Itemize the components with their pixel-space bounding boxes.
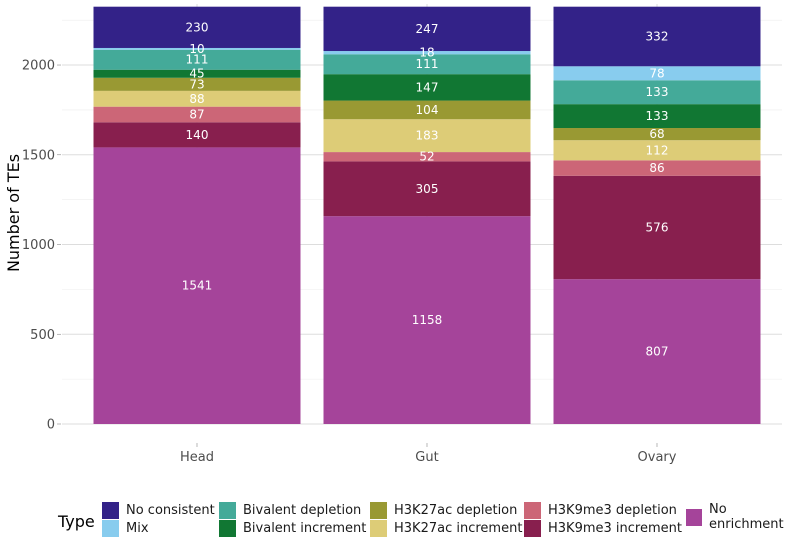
- data-label: 104: [416, 103, 439, 117]
- bar-segment: [93, 6, 301, 48]
- legend-title: Type: [58, 512, 95, 531]
- bar-segment: [553, 80, 761, 105]
- data-label: 18: [419, 46, 434, 60]
- legend-item: H3K9me3 depletion: [524, 502, 677, 519]
- legend-item: No enrichment: [686, 502, 800, 532]
- legend-label: Mix: [126, 521, 149, 536]
- data-label: 111: [416, 57, 439, 71]
- legend-item: H3K27ac increment: [370, 520, 522, 537]
- data-label: 1541: [182, 279, 213, 293]
- legend-label: Bivalent depletion: [243, 503, 362, 518]
- legend-label: H3K9me3 depletion: [548, 503, 677, 518]
- bars: [93, 6, 761, 424]
- data-label: 68: [649, 127, 664, 141]
- y-axis-title: Number of TEs: [4, 154, 23, 272]
- legend: Type No consistent Mix Bivalent depletion B…: [0, 500, 800, 553]
- legend-label: H3K27ac depletion: [394, 503, 518, 518]
- y-axis-ticks: 0 500 1000 1500 2000: [22, 59, 61, 433]
- stacked-bar-chart: 1541140878873451111023011583055218310414…: [4, 4, 782, 465]
- bar-segment: [553, 160, 761, 176]
- legend-key-swatch: [524, 520, 541, 537]
- legend-label: H3K9me3 increment: [548, 521, 682, 536]
- bar-segment: [323, 161, 531, 217]
- data-label: 332: [646, 29, 669, 43]
- data-label: 247: [416, 22, 439, 36]
- data-label: 52: [419, 150, 434, 164]
- data-label: 807: [646, 345, 669, 359]
- legend-item: Bivalent depletion: [219, 502, 361, 519]
- bar-segment: [323, 6, 531, 52]
- data-label: 1158: [412, 313, 443, 327]
- bar-segment: [553, 66, 761, 81]
- data-label: 576: [646, 220, 669, 234]
- data-label: 10: [189, 42, 204, 56]
- legend-key-swatch: [219, 502, 236, 519]
- legend-label: H3K27ac increment: [394, 521, 523, 536]
- data-label: 133: [646, 85, 669, 99]
- data-label: 140: [186, 128, 209, 142]
- data-label: 147: [416, 80, 439, 94]
- x-tick-label: Head: [180, 450, 214, 465]
- legend-key-swatch: [370, 520, 387, 537]
- legend-key-swatch: [524, 502, 541, 519]
- legend-label: No enrichment: [709, 502, 784, 532]
- bar-segment: [93, 106, 301, 123]
- legend-key-swatch: [219, 520, 236, 537]
- data-label: 305: [416, 182, 439, 196]
- data-label: 78: [649, 66, 664, 80]
- data-label: 133: [646, 109, 669, 123]
- bar-segment: [93, 69, 301, 78]
- bar-segment: [93, 49, 301, 70]
- bar-segment: [93, 147, 301, 424]
- legend-item: Mix: [102, 520, 149, 537]
- legend-item: Bivalent increment: [219, 520, 366, 537]
- bar-segment: [553, 128, 761, 141]
- legend-label: Bivalent increment: [243, 521, 367, 536]
- data-label: 112: [646, 143, 669, 157]
- bar-segment: [553, 279, 761, 424]
- bar-segment: [93, 122, 301, 148]
- y-tick-label: 1000: [22, 238, 55, 253]
- legend-key-swatch: [102, 520, 119, 537]
- segment-labels: 1541140878873451111023011583055218310414…: [182, 20, 669, 358]
- bar-segment: [323, 152, 531, 162]
- legend-label: No consistent: [126, 503, 215, 518]
- bar-segment: [323, 100, 531, 120]
- x-tick-label: Ovary: [638, 450, 677, 465]
- legend-item: H3K27ac depletion: [370, 502, 517, 519]
- bar-segment: [553, 104, 761, 129]
- bar-segment: [553, 140, 761, 161]
- data-label: 86: [649, 161, 664, 175]
- bar-segment: [323, 216, 531, 424]
- bar-segment: [323, 74, 531, 101]
- y-tick-label: 2000: [22, 59, 55, 74]
- legend-key-swatch: [686, 508, 703, 526]
- bar-segment: [553, 6, 761, 67]
- data-label: 230: [186, 20, 209, 34]
- y-tick-label: 500: [30, 328, 55, 343]
- legend-item: H3K9me3 increment: [524, 520, 682, 537]
- legend-key-swatch: [102, 502, 119, 519]
- legend-key-swatch: [370, 502, 387, 519]
- bar-segment: [93, 47, 301, 50]
- data-label: 88: [189, 92, 204, 106]
- bar-segment: [553, 175, 761, 280]
- bar-segment: [323, 54, 531, 75]
- x-tick-label: Gut: [415, 450, 438, 465]
- data-label: 73: [189, 77, 204, 91]
- bar-segment: [93, 90, 301, 107]
- data-label: 87: [189, 107, 204, 121]
- data-label: 111: [186, 53, 209, 67]
- y-tick-label: 1500: [22, 148, 55, 163]
- y-tick-label: 0: [47, 418, 55, 433]
- bar-segment: [93, 77, 301, 91]
- legend-item: No consistent: [102, 502, 215, 519]
- bar-segment: [323, 119, 531, 153]
- bar-segment: [323, 51, 531, 55]
- data-label: 45: [189, 67, 204, 81]
- x-axis-ticks: Head Gut Ovary: [180, 443, 677, 465]
- data-label: 183: [416, 129, 439, 143]
